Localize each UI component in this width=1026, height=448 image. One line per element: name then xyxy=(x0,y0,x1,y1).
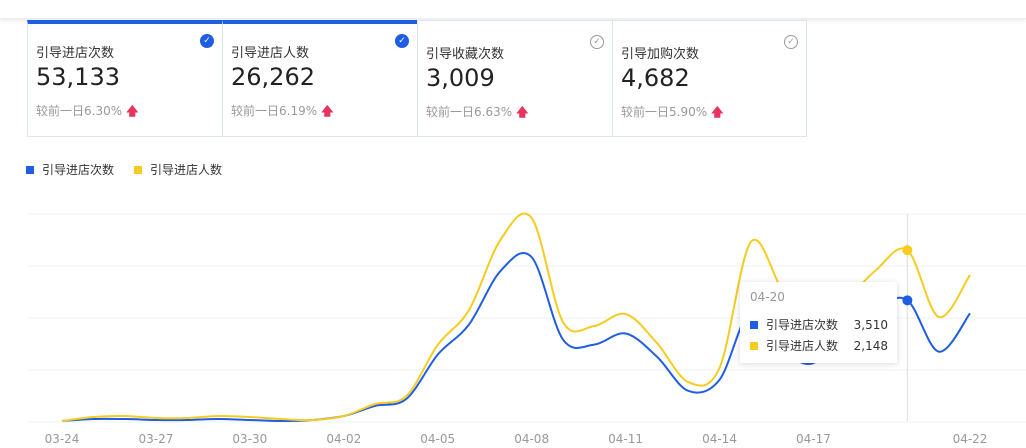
check-circle-outline-icon[interactable]: ✓ xyxy=(784,35,798,49)
tooltip-series-name: 引导进店人数 xyxy=(766,339,839,353)
metric-title: 引导加购次数 xyxy=(621,47,700,62)
legend-swatch xyxy=(26,165,34,174)
x-tick-label: 04-05 xyxy=(420,432,455,446)
x-tick-label: 03-27 xyxy=(138,432,173,446)
metric-title: 引导进店次数 xyxy=(36,46,115,61)
highlight-point xyxy=(902,245,913,256)
x-tick-label: 04-14 xyxy=(702,432,737,446)
metric-cards: ✓ 引导进店次数 53,133 较前一日6.30% 🡅 ✓ 引导进店人数 26,26… xyxy=(27,20,807,137)
arrow-up-icon: 🡅 xyxy=(126,104,139,118)
tooltip-row: 引导进店人数 2,148 xyxy=(750,337,888,354)
arrow-up-icon: 🡅 xyxy=(516,105,529,119)
x-tick-label: 04-08 xyxy=(514,432,549,446)
chart-tooltip: 04-20 引导进店次数 3,510 引导进店人数 2,148 xyxy=(740,282,897,363)
compare-text: 较前一日5.90% xyxy=(621,105,708,119)
metric-title: 引导进店人数 xyxy=(231,46,310,61)
x-tick-label: 04-02 xyxy=(326,432,361,446)
metric-card[interactable]: ✓ 引导进店人数 26,262 较前一日6.19% 🡅 xyxy=(222,20,417,137)
arrow-up-icon: 🡅 xyxy=(711,105,724,119)
arrow-up-icon: 🡅 xyxy=(321,104,334,118)
legend-swatch xyxy=(134,165,143,174)
page-header xyxy=(0,0,1026,19)
metric-value: 53,133 xyxy=(36,63,120,91)
legend-item[interactable]: 引导进店人数 xyxy=(134,161,222,178)
x-tick-label: 04-22 xyxy=(953,432,988,446)
highlight-point xyxy=(902,295,913,306)
compare-text: 较前一日6.30% xyxy=(36,104,123,118)
metric-compare: 较前一日6.19% 🡅 xyxy=(231,102,333,123)
metric-compare: 较前一日5.90% 🡅 xyxy=(621,103,723,124)
check-circle-outline-icon[interactable]: ✓ xyxy=(590,35,604,49)
legend-item[interactable]: 引导进店次数 xyxy=(26,161,114,178)
tooltip-series-name: 引导进店次数 xyxy=(766,318,839,332)
legend-swatch xyxy=(750,341,758,350)
metric-value: 3,009 xyxy=(426,64,495,92)
check-circle-filled-icon[interactable]: ✓ xyxy=(200,34,214,48)
x-tick-label: 04-17 xyxy=(796,432,831,446)
tooltip-date: 04-20 xyxy=(750,290,785,304)
x-tick-label: 03-30 xyxy=(232,432,267,446)
legend-label: 引导进店次数 xyxy=(42,163,115,177)
metric-value: 26,262 xyxy=(231,63,315,91)
compare-text: 较前一日6.19% xyxy=(231,104,318,118)
tooltip-row: 引导进店次数 3,510 xyxy=(750,316,888,333)
metric-compare: 较前一日6.30% 🡅 xyxy=(36,102,138,123)
metric-value: 4,682 xyxy=(621,64,690,92)
x-tick-label: 04-11 xyxy=(608,432,643,446)
check-circle-filled-icon[interactable]: ✓ xyxy=(395,34,409,48)
x-tick-label: 03-24 xyxy=(45,432,80,446)
metric-card[interactable]: ✓ 引导加购次数 4,682 较前一日5.90% 🡅 xyxy=(612,20,807,137)
metric-card[interactable]: ✓ 引导收藏次数 3,009 较前一日6.63% 🡅 xyxy=(417,20,612,137)
metric-card[interactable]: ✓ 引导进店次数 53,133 较前一日6.30% 🡅 xyxy=(27,20,222,137)
legend-label: 引导进店人数 xyxy=(150,163,223,177)
tooltip-value: 3,510 xyxy=(853,317,888,332)
metric-title: 引导收藏次数 xyxy=(426,47,505,62)
legend-swatch xyxy=(750,320,758,329)
chart-legend: 引导进店次数 引导进店人数 xyxy=(26,161,242,178)
tooltip-value: 2,148 xyxy=(853,338,888,353)
compare-text: 较前一日6.63% xyxy=(426,105,513,119)
metric-compare: 较前一日6.63% 🡅 xyxy=(426,103,528,124)
